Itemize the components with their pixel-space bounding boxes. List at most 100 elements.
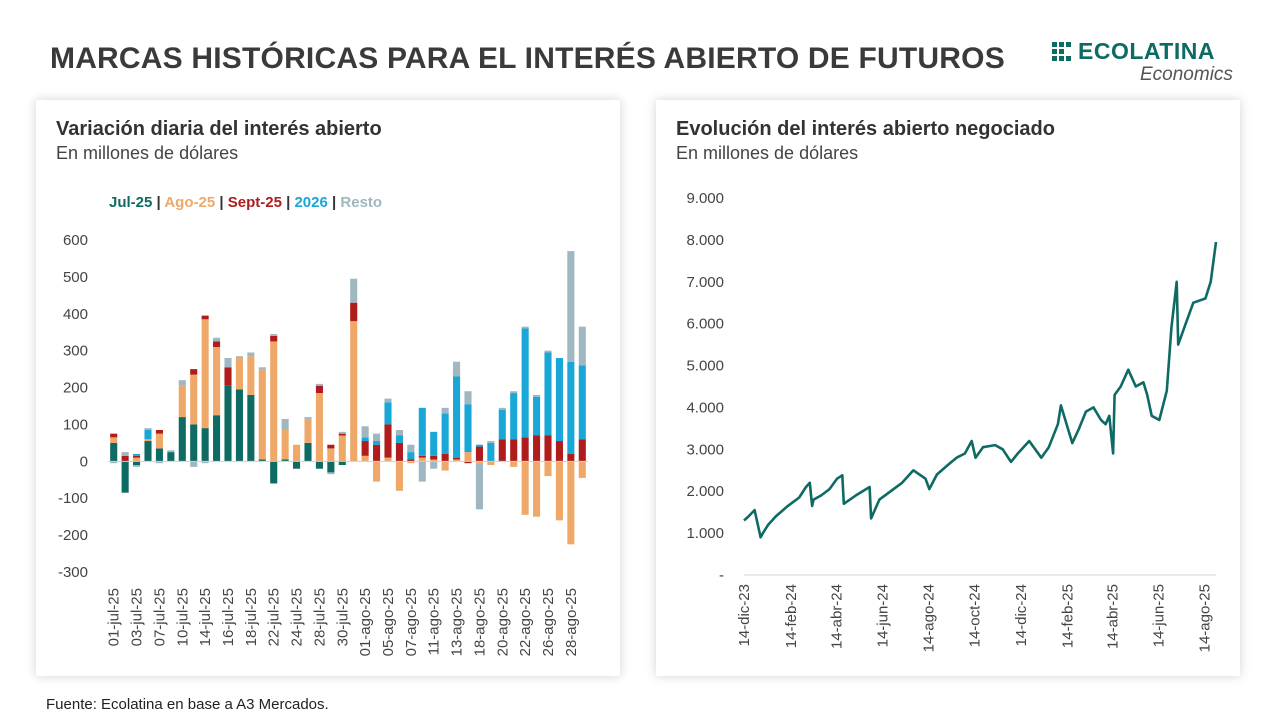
bar-segment [167,450,175,453]
bar-segment [270,335,278,342]
legend-item: Ago-25 [164,194,215,211]
bar-chart: 600 500 400 300 200 100 0 -100 -200 -300 Jul-25 | … [58,194,588,656]
bar-segment [327,444,335,449]
bar-segment [418,455,426,458]
bar-segment [418,461,426,482]
bar-segment [133,461,141,466]
logo-name: ECOLATINA [1078,38,1215,64]
bar-segment [373,433,381,442]
bar-segment [281,459,289,462]
bar-segment [315,461,323,469]
bar-segment [190,461,198,467]
bar-segment [407,452,415,460]
bar-segment [464,391,472,405]
bar-segment [338,433,346,436]
bar-segment [110,437,118,443]
bar-segment [544,350,552,353]
bar-segment [361,437,369,442]
bar-segment [555,441,563,462]
x-tick-label: 26-ago-25 [540,588,557,656]
bar-segment [121,461,129,493]
bar-segment [167,452,175,462]
bar-segment [475,446,483,462]
logo-subtitle: Economics [1140,64,1233,85]
bar-segment [384,402,392,425]
brand-logo: ECOLATINA Economics [1052,38,1242,88]
bar-segment [441,461,449,471]
x-tick-label: 18-jul-25 [243,588,260,646]
bar-segment [510,439,518,462]
bar-segment [361,441,369,456]
bar-segment [121,452,129,456]
x-tick-label: 24-jul-25 [289,588,306,646]
bar-segment [384,457,392,462]
x-tick-label: 10-jul-25 [174,588,191,646]
y-tick-label: 100 [63,416,88,433]
bar-segment [567,251,575,362]
bar-segment [213,415,221,462]
bar-segment [304,417,312,419]
bar-segment [144,428,152,430]
x-tick-label: 05-ago-25 [380,588,397,656]
legend-separator: | [328,194,341,211]
x-tick-label: 11-ago-25 [426,588,443,655]
bar-segment [110,433,118,438]
bar-segment [430,461,438,469]
bar-segment [235,389,243,462]
bar-segment [361,455,369,462]
open-interest-line [743,241,1218,539]
x-tick-label: 28-jul-25 [311,588,328,646]
logo-mark-icon [1052,42,1072,62]
bar-segment [361,426,369,438]
bar-segment [201,428,209,462]
bar-segment [567,461,575,545]
y-tick-label: 8.000 [686,232,724,249]
bar-segment [567,361,575,454]
bar-segment [155,429,163,434]
bar-segment [395,442,403,462]
bar-segment [533,461,541,517]
bar-segment [395,435,403,443]
bar-segment [270,461,278,484]
bar-segment [213,337,221,342]
bar-segment [510,393,518,440]
bar-segment [384,424,392,458]
x-tick-label: 22-jul-25 [266,588,283,646]
y-tick-label: 0 [80,453,88,470]
y-tick-label: 600 [63,232,88,249]
x-tick-label: 14-oct-24 [967,584,984,647]
bar-segment [281,418,289,430]
bar-segment [521,326,529,329]
bar-segment [430,459,438,462]
y-tick-label: -200 [58,527,88,544]
daily-variation-panel: Variación diaria del interés abierto En … [36,100,620,676]
x-tick-label: 14-abr-24 [828,584,845,649]
bar-segment [487,461,495,466]
bar-segment [133,465,141,467]
x-tick-label: 01-jul-25 [106,588,123,646]
x-tick-label: 13-ago-25 [449,588,466,656]
x-tick-label: 14-ago-24 [921,584,938,652]
bar-segment [315,385,323,394]
y-tick-label: 300 [63,343,88,360]
x-tick-label: 14-jun-24 [874,584,891,647]
bar-segment [201,461,209,464]
bar-segment [395,461,403,491]
x-tick-label: 14-feb-25 [1060,584,1077,648]
bar-segment [304,418,312,443]
bar-segment [384,398,392,403]
bar-segment [235,358,243,390]
bar-segment [498,409,506,440]
bar-segment [441,407,449,414]
bar-segment [487,441,495,443]
chart-subtitle: En millones de dólares [56,143,239,163]
bar-segment [133,455,141,458]
bar-segment [155,448,163,462]
chart-legend: Jul-25 | Ago-25 | Sept-25 | 2026 | Resto [109,194,382,211]
y-tick-label: 6.000 [686,316,724,333]
y-tick-label: 3.000 [686,441,724,458]
bar-segment [270,334,278,336]
legend-separator: | [282,194,295,211]
y-tick-label: -300 [58,564,88,581]
x-tick-label: 30-jul-25 [334,588,351,646]
